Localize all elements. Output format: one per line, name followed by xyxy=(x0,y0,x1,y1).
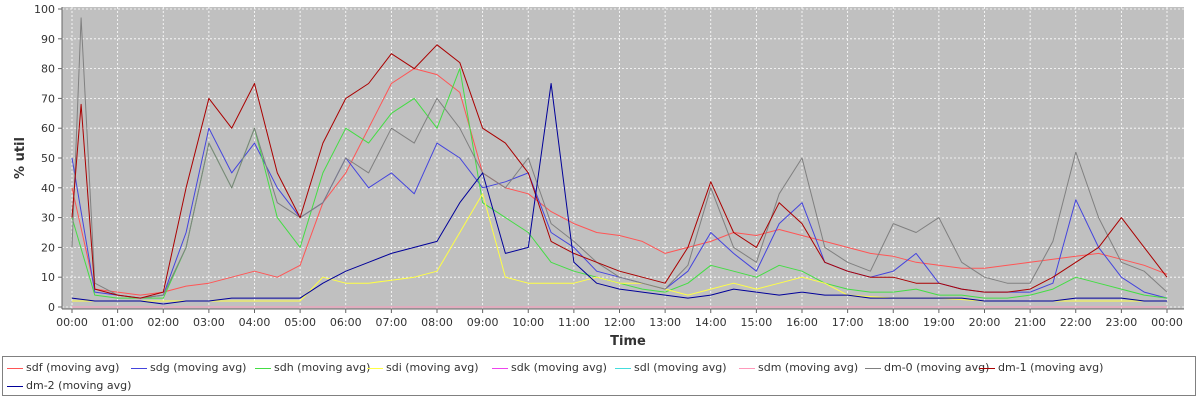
x-tick-label: 03:00 xyxy=(193,316,225,329)
legend-label: sdh (moving avg) xyxy=(274,361,371,374)
x-tick-label: 22:00 xyxy=(1060,316,1092,329)
legend-item: sdl (moving avg) xyxy=(615,361,727,375)
legend-swatch xyxy=(7,367,23,369)
x-tick-label: 06:00 xyxy=(330,316,362,329)
legend-item: sdk (moving avg) xyxy=(492,361,607,375)
x-tick-label: 19:00 xyxy=(923,316,955,329)
series-lines xyxy=(71,17,1168,308)
legend-swatch xyxy=(979,367,995,369)
x-tick-label: 18:00 xyxy=(877,316,909,329)
x-tick-label: 14:00 xyxy=(695,316,727,329)
y-tick-label: 50 xyxy=(41,152,55,165)
legend-label: dm-2 (moving avg) xyxy=(26,379,132,392)
series-line-7 xyxy=(71,17,1168,299)
legend-item: sdi (moving avg) xyxy=(367,361,479,375)
legend-swatch xyxy=(492,367,508,369)
legend-label: sdk (moving avg) xyxy=(511,361,607,374)
y-tick-label: 60 xyxy=(41,122,55,135)
y-tick-label: 70 xyxy=(41,92,55,105)
legend-swatch xyxy=(865,367,881,369)
x-tick-label: 00:00 xyxy=(1151,316,1183,329)
legend-item: dm-2 (moving avg) xyxy=(7,379,131,393)
x-tick-label: 20:00 xyxy=(969,316,1001,329)
y-tick-label: 100 xyxy=(34,3,55,16)
x-tick-label: 13:00 xyxy=(649,316,681,329)
x-axis: 00:00 01:00 02:00 03:00 04:00 05:00 06:00 07:00… xyxy=(56,308,1184,329)
y-tick-label: 40 xyxy=(41,182,55,195)
x-tick-label: 07:00 xyxy=(376,316,408,329)
x-tick-label: 11:00 xyxy=(558,316,590,329)
legend-swatch xyxy=(7,385,23,387)
legend-swatch xyxy=(255,367,271,369)
x-tick-label: 00:00 xyxy=(56,316,88,329)
legend-label: dm-1 (moving avg) xyxy=(998,361,1104,374)
x-tick-label: 12:00 xyxy=(604,316,636,329)
legend-label: sdi (moving avg) xyxy=(386,361,479,374)
legend-swatch xyxy=(739,367,755,369)
legend-label: sdg (moving avg) xyxy=(150,361,247,374)
x-tick-label: 17:00 xyxy=(832,316,864,329)
y-axis-label: % util xyxy=(13,137,28,179)
x-axis-label: Time xyxy=(610,334,646,349)
series-line-0 xyxy=(71,68,1168,296)
x-tick-label: 04:00 xyxy=(239,316,271,329)
y-axis: 0 10 20 30 40 50 60 70 80 90 100 xyxy=(34,3,63,314)
y-tick-label: 80 xyxy=(41,63,55,76)
legend-swatch xyxy=(367,367,383,369)
x-tick-label: 16:00 xyxy=(786,316,818,329)
legend-item: dm-1 (moving avg) xyxy=(979,361,1103,375)
y-tick-label: 10 xyxy=(41,271,55,284)
y-tick-label: 30 xyxy=(41,212,55,225)
legend: sdf (moving avg) sdg (moving avg) sdh (mov… xyxy=(2,356,1196,396)
legend-item: sdg (moving avg) xyxy=(131,361,246,375)
x-tick-label: 02:00 xyxy=(147,316,179,329)
y-tick-label: 90 xyxy=(41,33,55,46)
legend-item: sdf (moving avg) xyxy=(7,361,119,375)
legend-swatch xyxy=(131,367,147,369)
series-line-8 xyxy=(71,44,1168,299)
x-tick-label: 15:00 xyxy=(741,316,773,329)
x-tick-label: 05:00 xyxy=(284,316,316,329)
legend-label: sdf (moving avg) xyxy=(26,361,120,374)
series-line-9 xyxy=(71,83,1167,305)
x-tick-label: 01:00 xyxy=(102,316,134,329)
y-tick-label: 0 xyxy=(48,301,55,314)
x-tick-label: 08:00 xyxy=(421,316,453,329)
legend-label: sdm (moving avg) xyxy=(758,361,859,374)
legend-item: dm-0 (moving avg) xyxy=(865,361,989,375)
legend-item: sdm (moving avg) xyxy=(739,361,858,375)
legend-label: dm-0 (moving avg) xyxy=(884,361,990,374)
legend-swatch xyxy=(615,367,631,369)
legend-label: sdl (moving avg) xyxy=(634,361,727,374)
x-tick-label: 09:00 xyxy=(467,316,499,329)
legend-item: sdh (moving avg) xyxy=(255,361,370,375)
x-tick-label: 23:00 xyxy=(1106,316,1138,329)
x-tick-label: 10:00 xyxy=(512,316,544,329)
x-tick-label: 21:00 xyxy=(1014,316,1046,329)
y-tick-label: 20 xyxy=(41,241,55,254)
